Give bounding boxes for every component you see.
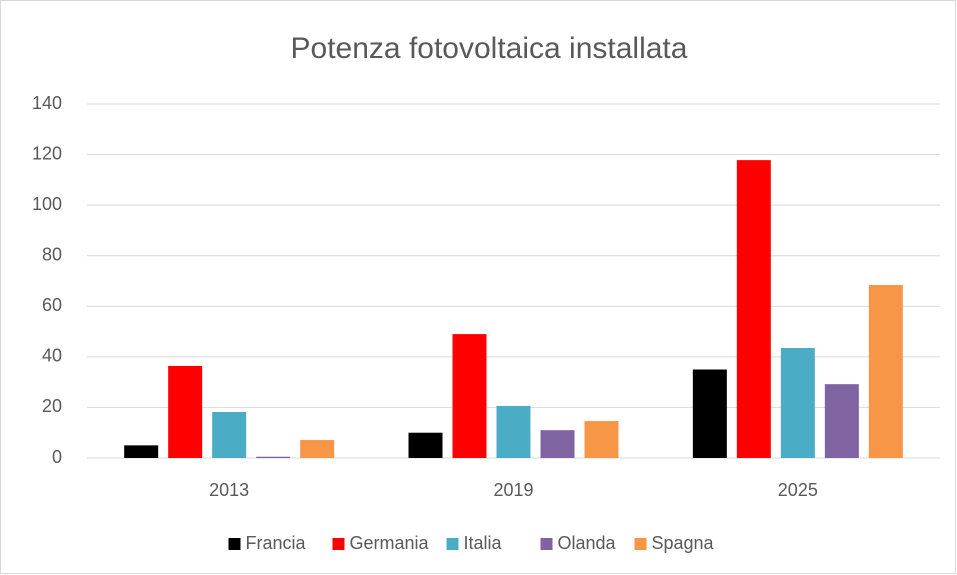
legend-label: Spagna xyxy=(652,533,715,553)
y-tick-label: 60 xyxy=(42,295,62,315)
bar xyxy=(540,430,575,458)
legend-swatch xyxy=(540,538,553,550)
bar xyxy=(780,348,815,458)
y-tick-label: 80 xyxy=(42,244,62,264)
bar xyxy=(692,369,727,458)
x-tick-label: 2019 xyxy=(493,480,533,500)
legend-label: Olanda xyxy=(558,533,617,553)
legend-swatch xyxy=(332,538,345,550)
bar xyxy=(408,432,443,458)
y-tick-label: 100 xyxy=(32,194,62,214)
bar xyxy=(496,405,531,458)
bar xyxy=(168,365,203,458)
legend-label: Francia xyxy=(246,533,307,553)
y-tick-label: 120 xyxy=(32,143,62,163)
x-tick-label: 2025 xyxy=(778,480,818,500)
bar xyxy=(256,456,291,458)
bar xyxy=(824,384,859,458)
bar xyxy=(124,445,159,458)
legend-label: Italia xyxy=(464,533,503,553)
x-tick-label: 2013 xyxy=(209,480,249,500)
bar xyxy=(868,285,903,458)
bar xyxy=(300,440,335,458)
legend-swatch xyxy=(228,538,241,550)
legend-swatch xyxy=(634,538,647,550)
bar xyxy=(452,334,487,458)
chart-title: Potenza fotovoltaica installata xyxy=(291,32,688,65)
bar xyxy=(736,160,771,459)
bar xyxy=(584,421,619,458)
legend-label: Germania xyxy=(350,533,430,553)
y-tick-label: 140 xyxy=(32,93,62,113)
y-tick-label: 0 xyxy=(52,447,62,467)
legend-swatch xyxy=(446,538,459,550)
y-tick-label: 40 xyxy=(42,346,62,366)
bar xyxy=(212,411,247,458)
y-tick-label: 20 xyxy=(42,396,62,416)
